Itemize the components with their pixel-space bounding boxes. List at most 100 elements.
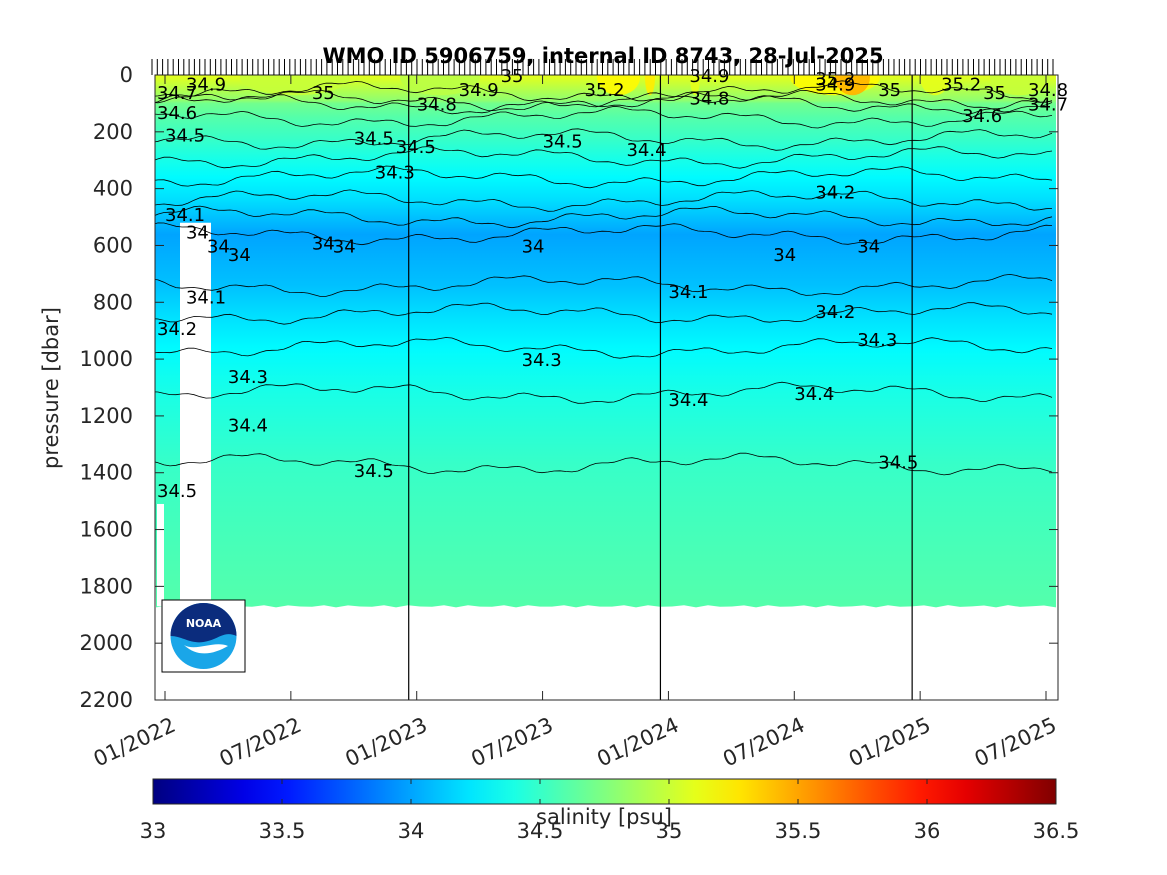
- contour-line: [155, 189, 1053, 212]
- contour-label: 34.8: [689, 89, 729, 110]
- contour-label: 34.5: [878, 452, 918, 473]
- contour-label: 34.9: [459, 80, 499, 101]
- contour-label: 34.1: [165, 205, 205, 226]
- contour-label: 34.5: [543, 131, 583, 152]
- contour-label: 34.6: [962, 106, 1002, 127]
- contour-label: 34.3: [375, 163, 415, 184]
- colorbar-tick-label: 33: [140, 819, 167, 843]
- contour-label: 34: [857, 236, 880, 257]
- contour-label: 34: [207, 236, 230, 257]
- contour-line: [155, 381, 1053, 404]
- x-tick-label: 07/2024: [719, 713, 808, 772]
- contour-label: 34.7: [1028, 94, 1068, 115]
- contour-label: 34: [312, 234, 335, 255]
- contour-label: 34: [333, 236, 356, 257]
- x-tick-label: 07/2022: [216, 713, 305, 772]
- contour-label: 34.4: [668, 390, 708, 411]
- y-tick-label: 1800: [80, 574, 133, 598]
- colorbar: 33 33.5 34 34.5 35 35.5 36 36.5 salinity [psu]: [140, 778, 1080, 843]
- contour-label: 34.9: [186, 75, 226, 96]
- contour-label: 34.1: [668, 282, 708, 303]
- year-boundary-lines: [408, 75, 913, 700]
- contour-line: [155, 80, 1053, 104]
- noaa-logo-text: NOAA: [186, 617, 222, 630]
- contour-label: 34.2: [815, 182, 855, 203]
- contour-label: 35: [983, 83, 1006, 104]
- surface-patch: [597, 75, 640, 96]
- plot-frame: [154, 74, 1059, 701]
- contour-label: 34.1: [186, 288, 226, 309]
- y-tick-label: 1600: [80, 518, 133, 542]
- y-axis-ticks: 0 200 400 600 800 1000 1200 1400 1600 1800 2000 220…: [80, 63, 1058, 712]
- contour-label: 35: [878, 80, 901, 101]
- x-tick-label: 07/2025: [971, 713, 1060, 772]
- data-gap-left: [157, 503, 164, 607]
- y-tick-label: 2200: [80, 688, 133, 712]
- y-axis-label: pressure [dbar]: [39, 307, 63, 469]
- contour-line: [155, 92, 1053, 115]
- contour-label: 34.5: [354, 129, 394, 150]
- contour-label: 34.5: [354, 461, 394, 482]
- surface-patch: [645, 75, 655, 96]
- contour-label: 34.5: [396, 137, 436, 158]
- contour-label: 34: [186, 222, 209, 243]
- x-tick-label: 01/2025: [845, 713, 934, 772]
- contour-label: 34: [522, 236, 545, 257]
- contour-label: 34.5: [165, 126, 205, 147]
- contour-line: [155, 146, 1053, 169]
- contour-label: 34.6: [157, 103, 197, 124]
- contour-line: [155, 89, 1053, 113]
- x-tick-label: 01/2023: [342, 713, 431, 772]
- contour-label: 34.8: [417, 94, 457, 115]
- contour-line: [155, 165, 1053, 189]
- colorbar-label: salinity [psu]: [536, 805, 672, 829]
- contour-line: [155, 273, 1053, 297]
- profile-tick-marks: [151, 59, 1054, 75]
- contour-line: [155, 337, 1053, 359]
- contour-label: 34.5: [157, 481, 197, 502]
- contour-label: 34.9: [815, 75, 855, 96]
- contour-line: [155, 205, 1053, 229]
- contour-label: 34.4: [626, 140, 666, 161]
- colorbar-ticks: 33 33.5 34 34.5 35 35.5 36 36.5: [140, 779, 1080, 843]
- noaa-logo: NOAA: [161, 599, 246, 673]
- contour-label: 34.4: [794, 384, 834, 405]
- y-tick-label: 400: [93, 177, 133, 201]
- contour-label: 34.3: [857, 330, 897, 351]
- y-tick-label: 200: [93, 120, 133, 144]
- contour-label: 35.2: [585, 80, 625, 101]
- data-gap: [180, 222, 211, 607]
- x-tick-label: 01/2022: [90, 713, 179, 772]
- surface-patch: [400, 75, 480, 96]
- contour-line: [155, 302, 1053, 325]
- y-tick-label: 1400: [80, 461, 133, 485]
- contour-label: 34.2: [157, 319, 197, 340]
- contour-line: [155, 452, 1053, 476]
- colorbar-tick-label: 34: [398, 819, 425, 843]
- y-tick-label: 2000: [80, 631, 133, 655]
- contour-label: 35: [312, 83, 335, 104]
- contour-line: [155, 105, 1053, 129]
- colorbar-tick-label: 36: [914, 819, 941, 843]
- contour-label: 35.2: [941, 75, 981, 96]
- contour-lines: [155, 80, 1053, 476]
- contour-label: 34.2: [815, 302, 855, 323]
- contour-label: 34.3: [522, 350, 562, 371]
- colorbar-tick-label: 36.5: [1033, 819, 1080, 843]
- surface-patch: [990, 75, 1050, 96]
- x-tick-label: 07/2023: [467, 713, 556, 772]
- colorbar-tick-label: 35.5: [775, 819, 822, 843]
- contour-label: 34: [228, 245, 251, 266]
- contour-label: 34.4: [228, 415, 268, 436]
- y-tick-label: 1200: [80, 404, 133, 428]
- salinity-field: [155, 75, 1056, 608]
- surface-patch: [835, 75, 870, 96]
- contour-line: [155, 128, 1053, 151]
- contour-labels: 34.934.634.734.53534.834.93535.234.934.8…: [157, 66, 1068, 502]
- contour-label: 34.9: [689, 66, 729, 87]
- colorbar-tick-label: 33.5: [259, 819, 306, 843]
- plot-area: 34.934.634.734.53534.834.93535.234.934.8…: [80, 59, 1068, 772]
- contour-label: 34.3: [228, 367, 268, 388]
- y-tick-label: 600: [93, 233, 133, 257]
- y-tick-label: 800: [93, 290, 133, 314]
